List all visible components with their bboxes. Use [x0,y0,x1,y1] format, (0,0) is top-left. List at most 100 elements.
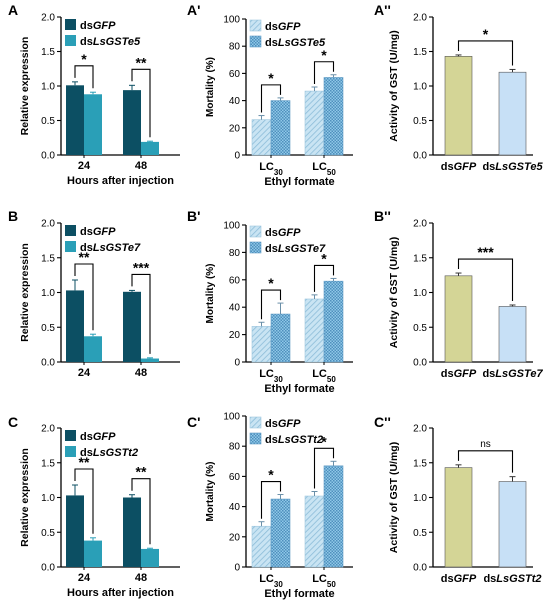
legend-gene: LsGSTt2 [93,447,138,459]
y-axis-label: Mortality (%) [205,462,216,522]
x-tick-prefix: ds [441,368,454,380]
y-tick-label: 60 [229,472,241,483]
x-tick-label: dsGFP [441,573,477,585]
x-axis-label: Ethyl formate [264,383,334,395]
y-tick-label: 0 [234,151,240,162]
significance-bracket [131,478,151,545]
y-axis-label: Relative expression [19,448,31,547]
legend-prefix: ds [265,418,278,430]
y-tick-label: 0.0 [413,563,427,574]
y-tick-label: 1.0 [41,82,55,93]
x-tick-base: LC [259,161,274,173]
significance-bracket [74,263,94,331]
x-tick-label: LC50 [312,573,336,589]
legend-gene: LsGSTe7 [93,242,141,254]
legend-prefix: ds [80,20,93,32]
y-tick-label: 1.0 [413,82,427,93]
x-tick-gene: LsGSTe5 [495,161,543,173]
panel-label: A [8,2,18,18]
bar [84,336,102,362]
panel-label: B' [187,208,200,224]
y-tick-label: 2.0 [41,13,55,24]
y-tick-label: 0.5 [413,528,427,539]
x-tick-label: LC50 [312,368,336,384]
x-axis-label: Ethyl formate [264,588,334,600]
x-tick-label: LC30 [259,161,283,177]
x-tick-gene: GFP [454,573,477,585]
x-tick-sub: 30 [274,375,283,384]
significance-label: * [321,250,327,266]
significance-bracket [457,450,514,473]
significance-label: * [268,467,274,483]
y-tick-label: 40 [229,303,241,314]
legend-swatch [249,241,262,254]
y-tick-label: 1.0 [413,288,427,299]
y-axis-label: Activity of GST (U/mg) [388,237,400,348]
y-tick-label: 1.5 [413,253,427,264]
x-tick-label: LC30 [259,573,283,589]
y-axis-label: Mortality (%) [205,57,216,117]
y-tick-label: 0.5 [41,528,55,539]
x-tick-prefix: ds [482,368,495,380]
significance-label: ** [79,249,90,265]
y-tick-label: 1.0 [41,288,55,299]
y-tick-label: 0.5 [41,323,55,334]
legend-prefix: ds [265,227,278,239]
panel-label: A' [187,2,200,18]
y-tick-label: 80 [229,248,241,259]
y-axis-label: Relative expression [19,243,31,342]
y-tick-label: 60 [229,69,241,80]
significance-bracket [457,40,514,66]
legend-swatch [249,432,262,445]
x-tick-label: 48 [135,160,147,172]
legend-prefix: ds [80,242,93,254]
bar [123,291,141,362]
x-tick-sub: 50 [327,375,336,384]
y-tick-label: 1.5 [41,47,55,58]
y-tick-label: 2.0 [413,424,427,435]
y-tick-label: 0.5 [413,116,427,127]
y-tick-label: 20 [229,532,241,543]
significance-label: * [268,275,274,291]
x-tick-base: LC [312,368,327,380]
significance-label: * [81,51,87,67]
significance-label: *** [477,244,494,260]
x-tick-label: 48 [135,367,147,379]
bar [270,100,291,156]
x-tick-base: LC [312,573,327,585]
legend-label: dsLsGSTt2 [80,447,138,459]
bar [444,275,473,363]
legend-gene: GFP [278,21,301,33]
bar [498,306,527,363]
panel-label: B'' [374,208,391,224]
legend-label: dsLsGSTt2 [265,434,323,446]
significance-label: ** [136,54,147,70]
y-tick-label: 0.0 [413,151,427,162]
x-tick-label: dsLsGSTe5 [482,161,543,173]
bar [251,525,272,568]
legend-label: dsGFP [265,418,301,430]
y-tick-label: 0.0 [41,358,55,369]
panel-label: C [8,414,18,430]
legend-prefix: ds [265,243,278,255]
y-tick-label: 2.0 [413,219,427,230]
x-tick-label: LC30 [259,368,283,384]
y-axis-label: Relative expression [19,37,31,136]
bar [141,141,159,155]
y-tick-label: 0.5 [41,116,55,127]
bar [304,495,325,568]
significance-label: ** [79,454,90,470]
y-tick-label: 20 [229,123,241,134]
significance-label: *** [133,259,150,275]
y-tick-label: 1.5 [41,458,55,469]
legend-swatch [65,446,76,457]
bar [323,77,344,156]
x-tick-base: LC [259,368,274,380]
y-tick-label: 0.0 [413,358,427,369]
bar [444,467,473,568]
bar [123,497,141,567]
significance-bracket [457,258,514,302]
legend-label: dsGFP [80,226,116,238]
legend-label: dsLsGSTe5 [80,36,141,48]
